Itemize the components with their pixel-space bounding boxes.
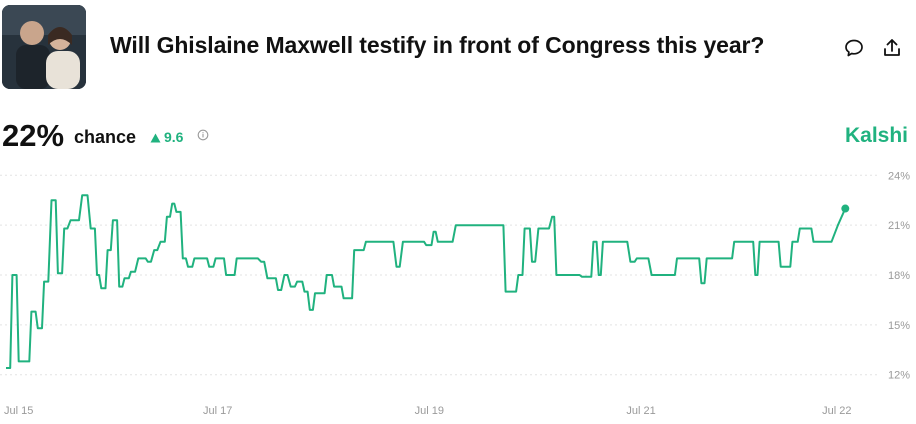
- y-tick-label: 12%: [888, 370, 910, 382]
- y-tick-label: 21%: [888, 220, 910, 232]
- x-tick-label: Jul 19: [415, 405, 444, 417]
- y-axis-ticks: 24% 21% 18% 15% 12%: [888, 170, 910, 381]
- market-title: Will Ghislaine Maxwell testify in front …: [110, 32, 765, 58]
- last-point-marker: [841, 204, 850, 213]
- y-tick-label: 18%: [888, 270, 910, 282]
- x-axis-ticks: Jul 15 Jul 17 Jul 19 Jul 21 Jul 22: [4, 405, 852, 417]
- probability-percent: 22%: [2, 118, 65, 153]
- x-tick-label: Jul 21: [626, 405, 655, 417]
- x-tick-label: Jul 15: [4, 405, 33, 417]
- y-tick-label: 24%: [888, 170, 910, 182]
- change-value: 9.6: [164, 129, 184, 145]
- chart-grid: [0, 174, 878, 376]
- chance-label: chance: [74, 127, 137, 147]
- x-tick-label: Jul 17: [203, 405, 232, 417]
- brand-logo-kalshi[interactable]: Kalshi: [844, 124, 908, 147]
- comment-icon[interactable]: [842, 36, 866, 60]
- y-tick-label: 15%: [888, 320, 910, 332]
- x-tick-label: Jul 22: [822, 405, 851, 417]
- probability-chart[interactable]: 24% 21% 18% 15% 12% Jul 15 Jul 17 Jul 19 Jul 21…: [0, 150, 916, 424]
- thumbnail-image: [2, 5, 86, 89]
- probability-change: 9.6: [150, 129, 183, 145]
- market-thumbnail: [2, 5, 86, 89]
- series-line: [6, 194, 847, 369]
- info-icon[interactable]: [196, 128, 210, 142]
- share-icon[interactable]: [880, 36, 904, 60]
- triangle-up-icon: [150, 133, 161, 143]
